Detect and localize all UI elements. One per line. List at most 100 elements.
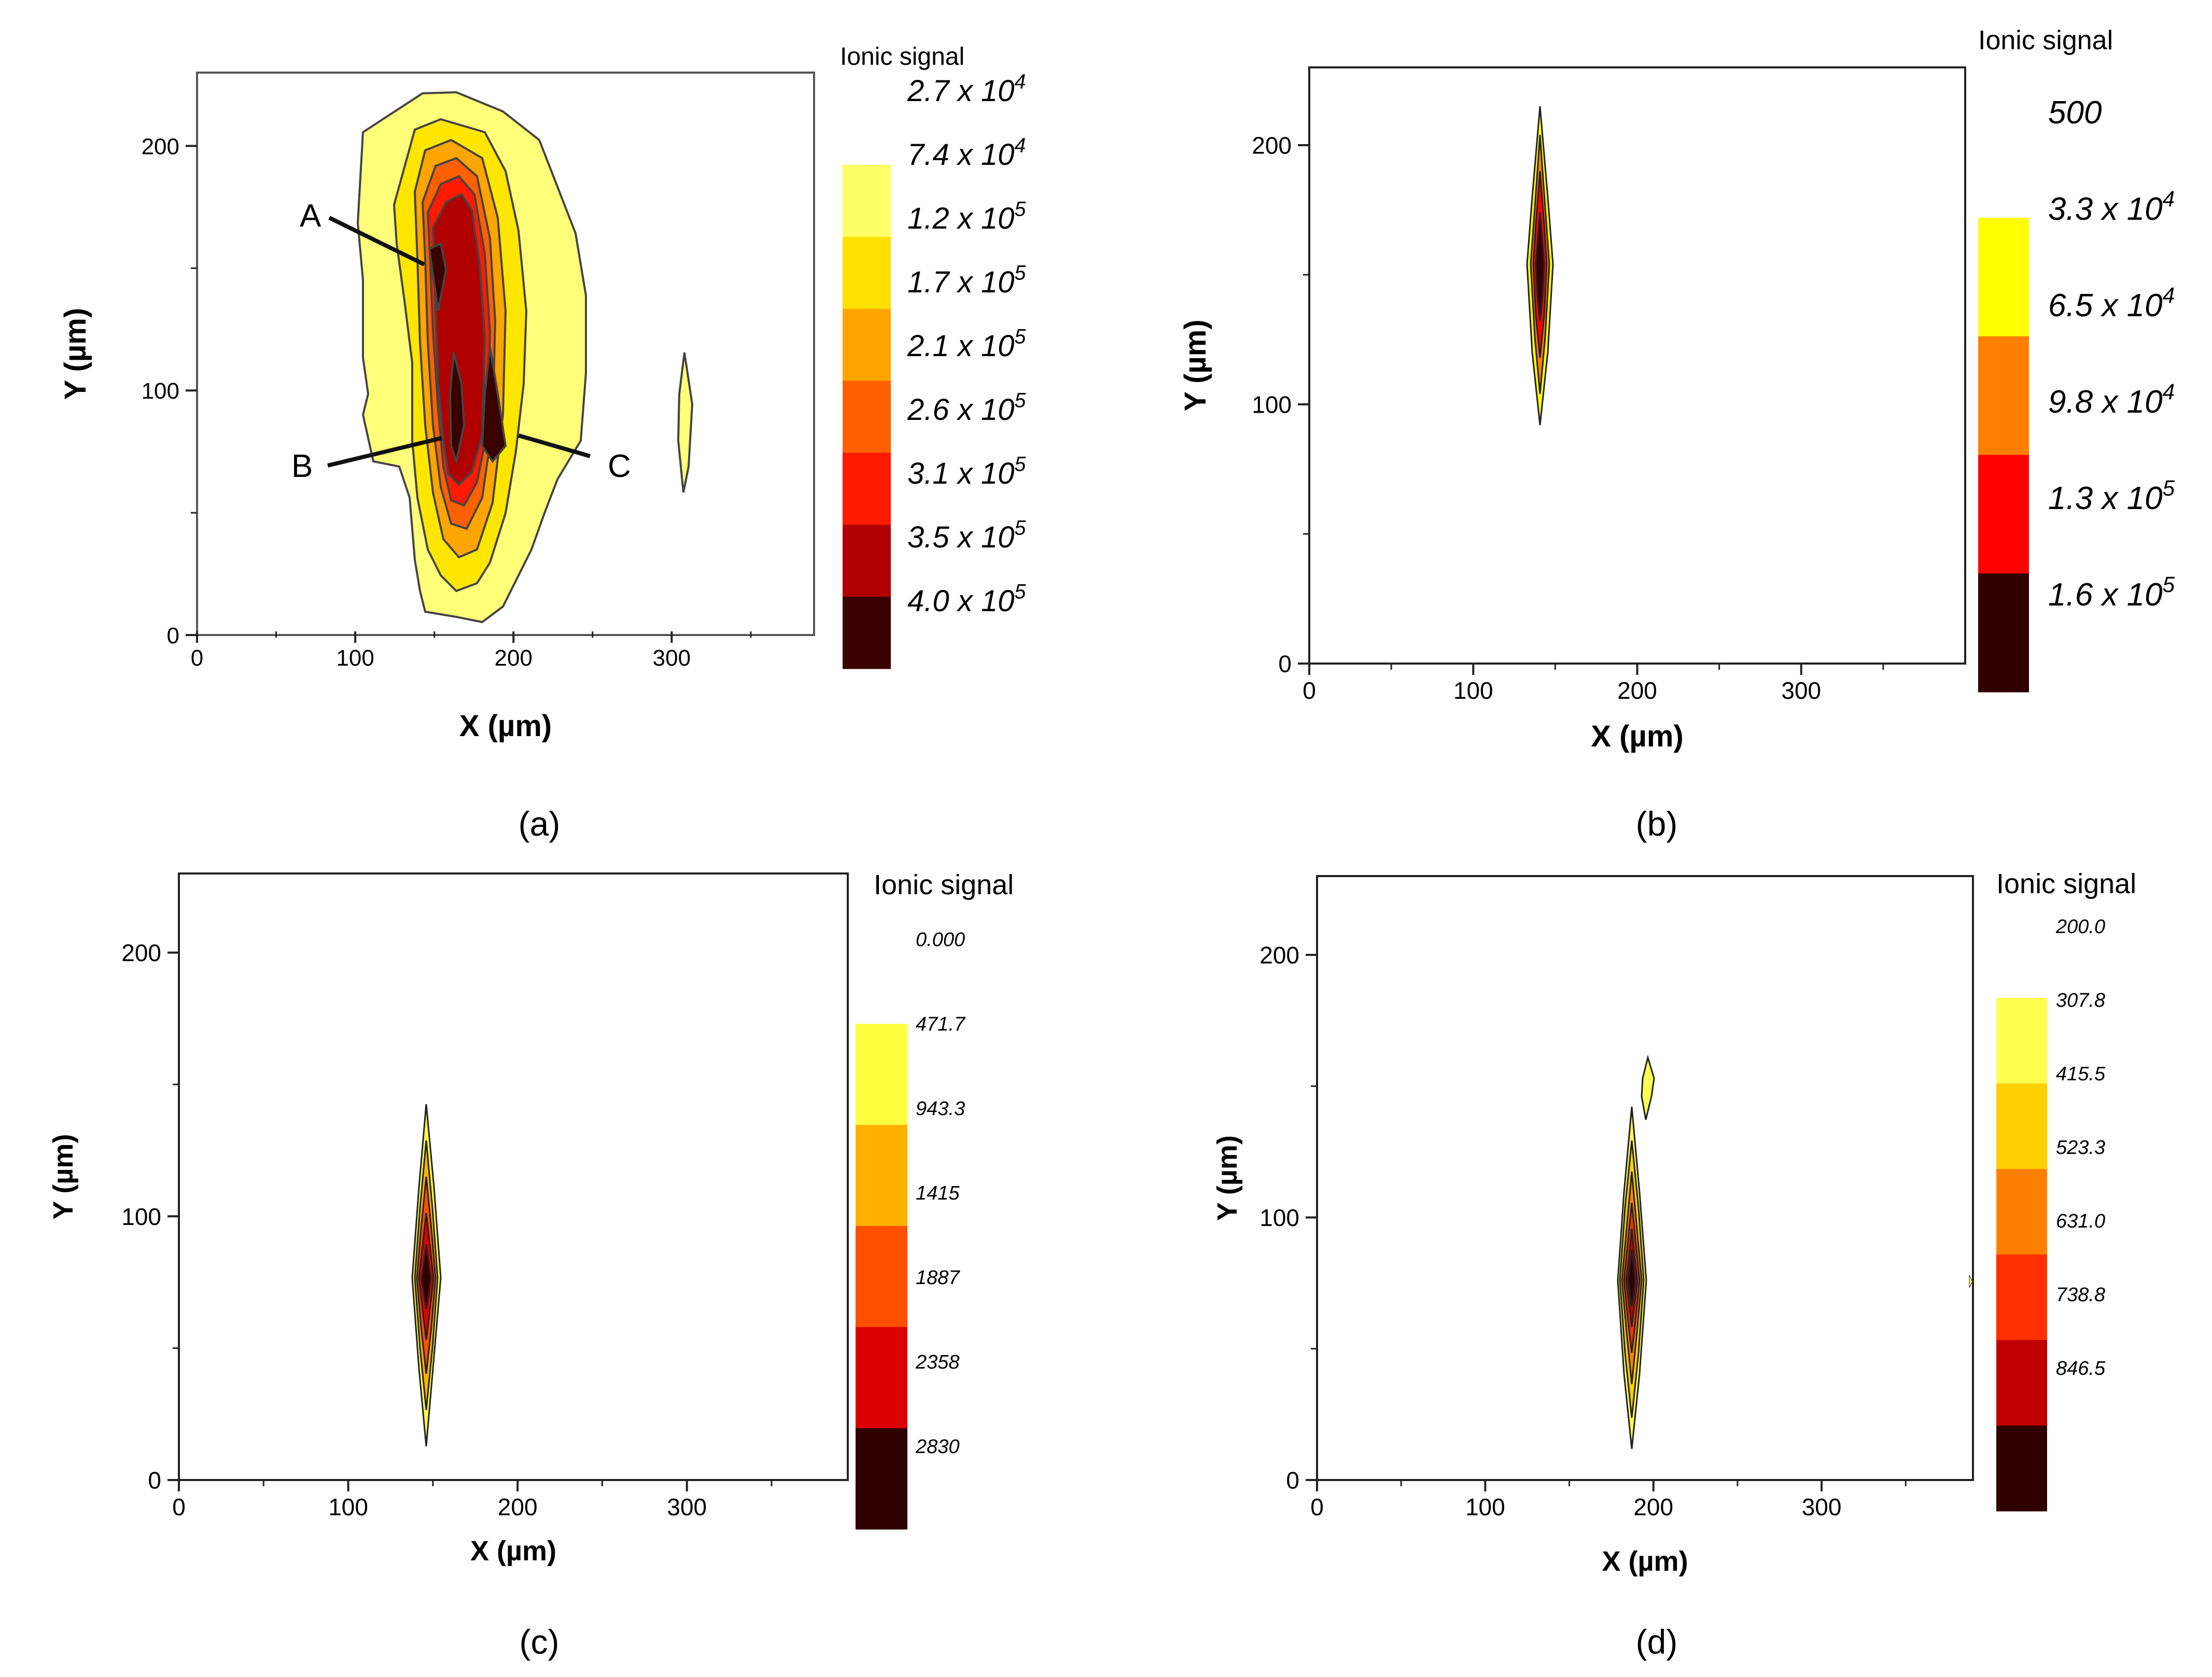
legend-level-label-c: 1415 — [916, 1182, 960, 1204]
legend-b: Ionic signal 500 3.3 x 104 6.5 x 104 9.8 x 1… — [1978, 25, 2175, 693]
legend-swatch-b — [1978, 336, 2029, 455]
legend-title-c: Ionic signal — [874, 869, 1014, 900]
legend-level-label-d: 738.8 — [2056, 1284, 2105, 1306]
x-tick-label-b: 300 — [1781, 677, 1821, 704]
legend-level-label-b: 3.3 x 104 — [2048, 187, 2175, 227]
x-tick-label-d: 0 — [1310, 1493, 1324, 1520]
legend-swatch-c — [856, 1226, 907, 1328]
x-tick-label-c: 300 — [667, 1493, 707, 1520]
axes-a: 0 100 200 300 0 100 200 X (µm) Y (µm) — [59, 134, 752, 743]
legend-swatch-a — [843, 165, 891, 237]
legend-swatch-a — [843, 381, 891, 453]
legend-level-label-a: 2.6 x 105 — [907, 389, 1026, 427]
y-tick-label-b: 100 — [1252, 391, 1292, 418]
legend-level-label-c: 943.3 — [916, 1098, 965, 1120]
caption-d: (d) — [1636, 1623, 1678, 1661]
legend-title-d: Ionic signal — [1996, 868, 2136, 899]
contour-field-d — [1617, 1054, 1973, 1449]
x-tick-label-b: 200 — [1617, 677, 1657, 704]
axes-b: 0 100 200 300 0 100 200 X (µm) Y (µm) — [1179, 132, 1884, 753]
legend-swatch-d — [1996, 1426, 2047, 1512]
legend-level-label-a: 4.0 x 105 — [907, 581, 1026, 618]
x-tick-label-a: 0 — [191, 645, 203, 671]
y-axis-label-d: Y (µm) — [1212, 1135, 1243, 1221]
y-axis-label-c: Y (µm) — [48, 1134, 79, 1219]
legend-level-label-d: 415.5 — [2056, 1063, 2106, 1085]
legend-swatch-d — [1996, 998, 2047, 1084]
axes-c: 0 100 200 300 0 100 200 X (µm) Y (µm) — [48, 939, 773, 1567]
legend-swatch-b — [1978, 218, 2029, 337]
x-tick-label-d: 100 — [1465, 1493, 1505, 1520]
legend-swatch-a — [843, 236, 891, 309]
legend-level-label-a: 7.4 x 104 — [907, 134, 1026, 172]
legend-level-label-d: 631.0 — [2056, 1210, 2105, 1232]
legend-level-label-c: 0.000 — [916, 929, 965, 951]
legend-level-label-b: 1.6 x 105 — [2048, 572, 2175, 613]
plot-frame-d — [1316, 875, 1974, 1481]
y-tick-label-a: 100 — [142, 378, 179, 404]
y-tick-label-d: 0 — [1286, 1467, 1299, 1494]
plot-frame-b — [1308, 66, 1966, 665]
x-axis-label-b: X (µm) — [1591, 720, 1683, 753]
legend-level-label-c: 2830 — [915, 1436, 960, 1458]
x-tick-label-d: 300 — [1802, 1493, 1842, 1520]
legend-level-label-b: 6.5 x 104 — [2048, 283, 2175, 323]
annotation-label-a: A — [300, 198, 321, 234]
y-tick-label-c: 0 — [148, 1467, 161, 1494]
panel-d: 0 100 200 300 0 100 200 X (µm) Y (µm) Ionic sign… — [1212, 868, 2136, 1661]
legend-swatch-a — [843, 597, 891, 669]
legend-title-a: Ionic signal — [840, 43, 964, 71]
legend-title-b: Ionic signal — [1978, 25, 2113, 55]
annotation-arrows-a — [327, 216, 591, 468]
caption-b: (b) — [1636, 805, 1678, 843]
contour-field-a — [356, 91, 694, 624]
contour-field-b — [1526, 106, 1554, 426]
legend-level-label-c: 471.7 — [916, 1013, 966, 1035]
legend-level-label-d: 200.0 — [2055, 916, 2105, 938]
x-tick-label-c: 100 — [328, 1493, 368, 1520]
y-tick-label-b: 200 — [1252, 132, 1292, 159]
annotation-label-c: C — [608, 448, 631, 484]
x-axis-label-d: X (µm) — [1602, 1546, 1688, 1577]
x-tick-label-b: 0 — [1303, 677, 1316, 704]
x-tick-label-a: 300 — [653, 645, 691, 671]
y-tick-label-a: 0 — [167, 623, 179, 649]
legend-level-label-c: 1887 — [916, 1267, 960, 1289]
legend-level-label-b: 9.8 x 104 — [2048, 379, 2175, 420]
legend-level-label-a: 3.5 x 105 — [907, 517, 1026, 554]
arrow-b — [327, 436, 442, 468]
legend-swatch-d — [1996, 1169, 2047, 1255]
y-tick-label-d: 200 — [1259, 942, 1299, 969]
x-tick-label-c: 0 — [172, 1493, 186, 1520]
panel-c: 0 100 200 300 0 100 200 X (µm) Y (µm) Ionic sign… — [48, 869, 1014, 1661]
y-tick-label-a: 200 — [142, 134, 179, 159]
legend-swatch-d — [1996, 1255, 2047, 1341]
contour-field-c — [411, 1104, 442, 1447]
x-axis-label-a: X (µm) — [459, 709, 552, 743]
legend-swatch-c — [856, 1024, 907, 1125]
legend-level-label-b: 500 — [2048, 95, 2102, 131]
arrow-a — [328, 216, 425, 266]
y-axis-label-b: Y (µm) — [1179, 319, 1212, 411]
legend-level-label-b: 1.3 x 105 — [2048, 476, 2175, 516]
panel-a: A B C 0 100 200 300 0 100 200 X (µm) Y (µm) Ioni… — [59, 43, 1026, 843]
legend-swatch-d — [1996, 1083, 2047, 1169]
x-tick-label-a: 100 — [336, 645, 374, 671]
y-tick-label-b: 0 — [1278, 651, 1292, 678]
legend-swatch-c — [856, 1428, 907, 1530]
arrow-c — [517, 433, 591, 458]
x-tick-label-b: 100 — [1453, 677, 1493, 704]
legend-level-label-a: 1.7 x 105 — [907, 262, 1026, 299]
legend-swatch-c — [856, 1125, 907, 1227]
x-tick-label-d: 200 — [1633, 1493, 1673, 1520]
y-tick-label-c: 200 — [121, 939, 161, 966]
legend-swatch-d — [1996, 1340, 2047, 1426]
legend-level-label-a: 2.1 x 105 — [907, 326, 1026, 363]
x-tick-label-c: 200 — [498, 1493, 538, 1520]
legend-level-label-a: 2.7 x 104 — [907, 71, 1026, 108]
caption-a: (a) — [519, 805, 561, 843]
legend-level-label-c: 2358 — [915, 1351, 960, 1373]
legend-level-label-d: 523.3 — [2056, 1137, 2105, 1159]
